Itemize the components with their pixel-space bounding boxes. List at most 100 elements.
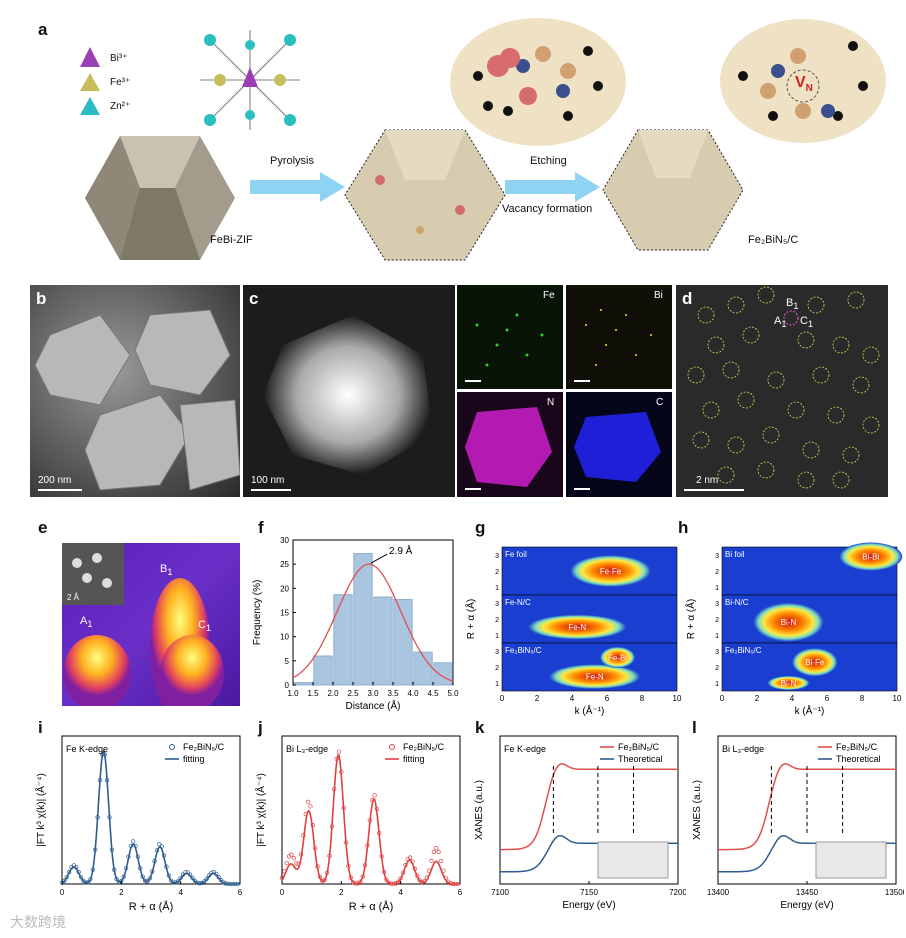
wavelet-spot <box>600 646 635 668</box>
wavelet-spot <box>549 664 641 689</box>
chart-title: Fe K-edge <box>504 744 546 754</box>
x-tick-label: 6 <box>238 888 243 897</box>
bi-xanes-chart: 13400 13450 13500 Energy (eV) XANES (a.u.) Bi… <box>692 735 904 911</box>
wavelet-spot-label: Fe-N <box>586 673 604 682</box>
x-tick-label: 10 <box>673 694 682 703</box>
y-axis-label: R + α (Å) <box>464 599 477 640</box>
zoom-structure-2-icon <box>720 19 886 143</box>
wavelet-spot-label: Bi-Fe <box>805 658 825 667</box>
single-atom-circles <box>687 286 880 489</box>
panel-label-c: c <box>249 289 259 308</box>
panel-label-h: h <box>678 518 689 537</box>
data-point <box>322 877 327 883</box>
x-tick-label: 2 <box>339 888 344 897</box>
y-tick-label: 10 <box>280 633 289 642</box>
y-tick-label: 1 <box>715 585 719 592</box>
eds-dots-bi <box>585 309 652 366</box>
data-point <box>438 858 444 864</box>
product-particle-icon <box>602 129 744 251</box>
y-tick-label: 1 <box>715 681 719 688</box>
y-axis-label: R + α (Å) <box>684 599 697 640</box>
y-axis-label: |FT k³ χ(k)| (Å⁻⁴) <box>254 773 267 847</box>
x-tick-label: 6 <box>825 694 830 703</box>
legend-swatch <box>169 744 175 750</box>
y-tick-label: 3 <box>495 601 499 608</box>
y-tick-label: 3 <box>495 553 499 560</box>
x-tick-label: 1.5 <box>307 689 319 698</box>
peak-b1: B1 <box>160 563 173 578</box>
data-point <box>351 880 356 885</box>
pyrolysis-label: Pyrolysis <box>270 155 315 167</box>
x-tick-label: 0 <box>280 888 285 897</box>
x-axis-label: k (Å⁻¹) <box>795 704 825 717</box>
legend-label: Fe₂BiN₅/C <box>618 742 660 752</box>
x-axis-label: Energy (eV) <box>562 900 615 911</box>
scale-text: 200 nm <box>38 475 72 486</box>
panel-label-i: i <box>38 718 43 737</box>
legend-label: fitting <box>183 754 205 764</box>
legend-label: Theoretical <box>618 754 663 764</box>
y-tick-label: 15 <box>280 609 289 618</box>
vacancy-label: VN <box>795 74 813 95</box>
legend-label: fitting <box>403 754 425 764</box>
x-tick-label: 4 <box>570 694 575 703</box>
zoom-structure-1-icon <box>450 18 626 146</box>
data-point <box>131 839 136 844</box>
wavelet-spot <box>767 675 810 691</box>
y-tick-label: 3 <box>715 649 719 656</box>
eds-map-fe: Fe <box>457 285 563 389</box>
x-tick-label: 13400 <box>707 888 730 897</box>
wavelet-spot <box>753 602 824 642</box>
eds-label-fe: Fe <box>543 290 555 301</box>
panel-label-b: b <box>36 289 47 308</box>
eds-dots-fe <box>475 313 544 367</box>
wavelet-spot-label: Fe-Bi <box>608 653 627 662</box>
x-tick-label: 5.0 <box>447 689 459 698</box>
data-point <box>221 880 226 885</box>
x-axis-label: k (Å⁻¹) <box>575 704 605 717</box>
fit-line <box>281 753 460 885</box>
wavelet-spot <box>528 614 627 640</box>
wavelet-spot <box>792 648 838 677</box>
x-tick-label: 0 <box>500 694 505 703</box>
data-point <box>429 858 434 864</box>
x-tick-label: 6 <box>458 888 463 897</box>
wavelet-spot-label: Bi-N <box>781 618 797 627</box>
data-point <box>431 849 437 854</box>
distance-histogram-chart: 1.0 1.5 2.0 2.5 3.0 3.5 4.0 4.5 5.0 0 5 10 15 20 25 30 D… <box>252 536 459 712</box>
chart-title: Bi L₃-edge <box>722 744 764 754</box>
data-point <box>396 879 401 884</box>
legend-label: Fe₂BiN₅/C <box>836 742 878 752</box>
histogram-bar <box>353 553 373 686</box>
x-tick-label: 4 <box>178 888 183 897</box>
y-tick-label: 3 <box>495 649 499 656</box>
chart-title: Fe K-edge <box>66 744 108 754</box>
x-tick-label: 4 <box>398 888 403 897</box>
ion-legend: Bi³⁺ Fe³⁺ Zn²⁺ <box>78 45 168 125</box>
x-tick-label: 0 <box>60 888 65 897</box>
xanes-line <box>500 763 678 851</box>
wavelet-fe-chart: Fe-Fe Fe foil 1 2 3 Fe-N Fe-N/C 1 2 3 Fe-N Fe-Bi Fe₂… <box>464 546 682 717</box>
ion-legend-icons <box>80 47 100 115</box>
y-axis-label: XANES (a.u.) <box>692 780 703 840</box>
vacancy-formation-label: Vacancy formation <box>502 203 593 215</box>
y-tick-label: 3 <box>715 601 719 608</box>
scale-bar <box>465 380 481 382</box>
eds-label-c: C <box>656 397 664 408</box>
eds-map-bi: Bi <box>566 285 672 389</box>
wavelet-spot-label: Bi-Bi <box>862 553 879 562</box>
wavelet-spot-label: Fe-N <box>568 623 586 632</box>
peak-a1: A1 <box>80 615 93 630</box>
peak-c1: C1 <box>198 619 212 634</box>
legend-fe: Fe³⁺ <box>110 77 131 88</box>
x-tick-label: 3.0 <box>367 689 379 698</box>
panel-label-f: f <box>258 518 264 537</box>
x-tick-label: 1.0 <box>287 689 299 698</box>
y-tick-label: 30 <box>280 536 289 545</box>
fe-exafs-chart: 0 2 4 6 R + α (Å) |FT k³ χ(k)| (Å⁻⁴) Fe K-edge… <box>34 735 243 913</box>
x-tick-label: 8 <box>640 694 645 703</box>
panel-label-d: d <box>682 289 693 308</box>
data-point <box>176 878 181 884</box>
sem-crystals-icon <box>34 309 240 491</box>
legend-label: Theoretical <box>836 754 881 764</box>
